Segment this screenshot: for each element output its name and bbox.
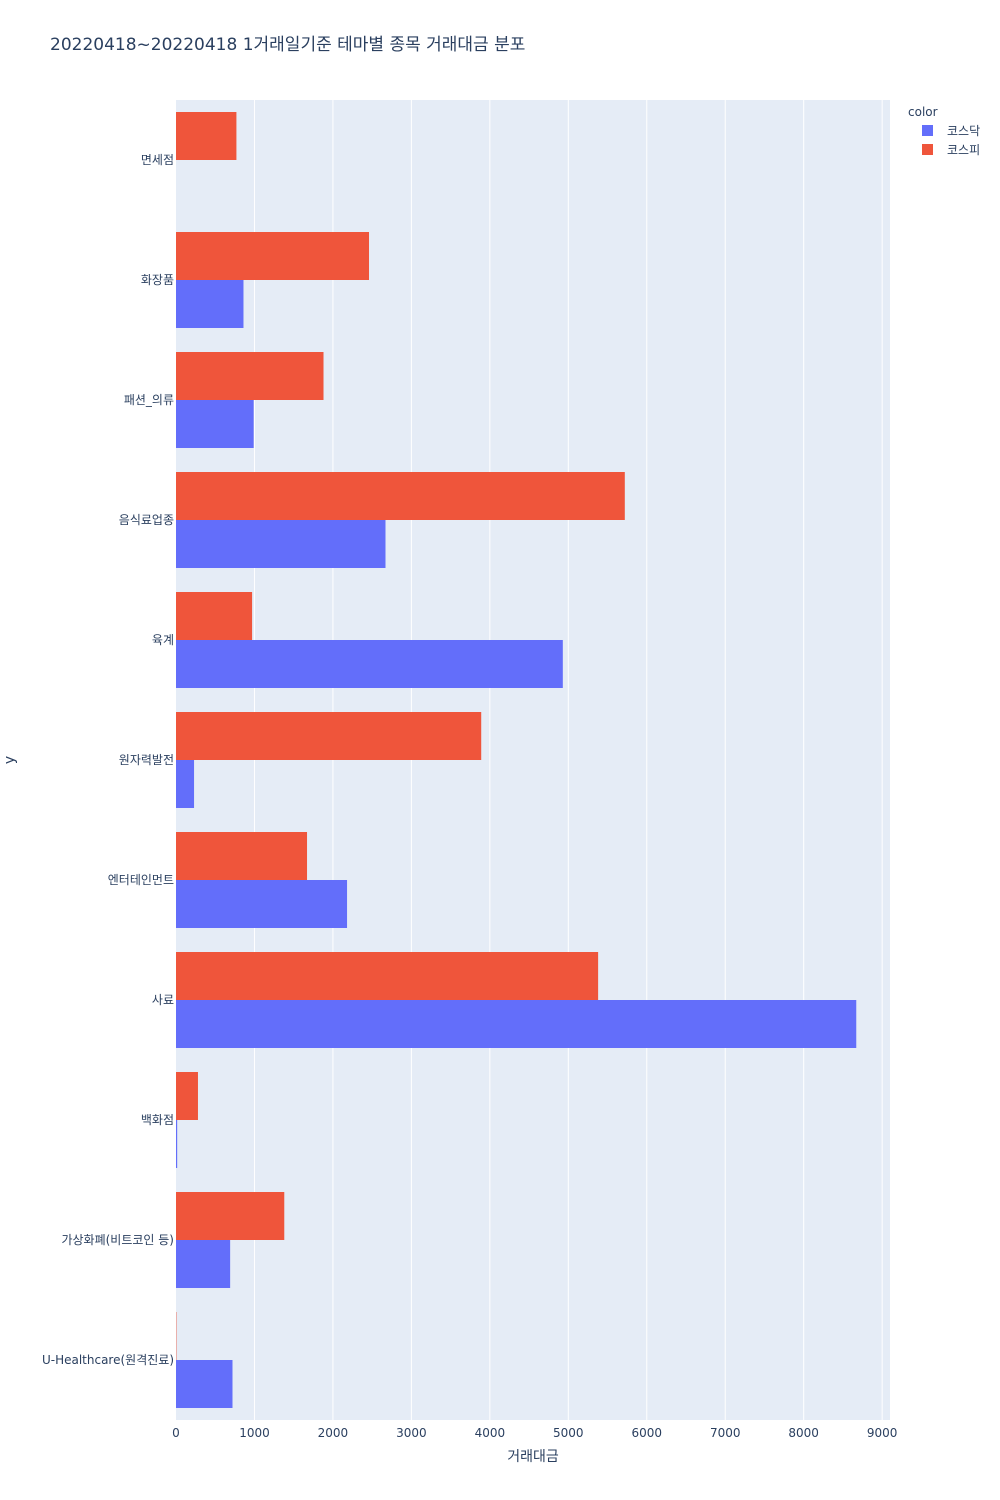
bar-1-6 <box>176 832 308 880</box>
y-tick-label-7: 사료 <box>152 993 174 1007</box>
x-axis-title: 거래대금 <box>507 1449 559 1465</box>
x-tick-label-4: 4000 <box>475 1426 506 1440</box>
bar-1-8 <box>176 1072 198 1120</box>
bar-0-8 <box>176 1120 178 1168</box>
y-tick-labels: 면세점화장품패션_의류음식료업종육계원자력발전엔터테인먼트사료백화점가상화폐(비… <box>42 153 174 1367</box>
y-tick-label-6: 엔터테인먼트 <box>108 873 174 887</box>
y-tick-label-0: 면세점 <box>141 153 174 167</box>
bar-0-10 <box>176 1360 233 1408</box>
bar-1-9 <box>176 1192 285 1240</box>
x-tick-labels: 0 1000 2000 3000 4000 5000 6000 7000 8000 9000 <box>172 1426 897 1440</box>
legend-label-1: 코스피 <box>947 143 980 157</box>
y-tick-label-10: U-Healthcare(원격진료) <box>42 1353 174 1367</box>
y-tick-label-5: 원자력발전 <box>119 753 174 767</box>
x-tick-label-0: 0 <box>172 1426 180 1440</box>
bar-1-4 <box>176 592 253 640</box>
legend-title: color <box>908 105 938 119</box>
legend-swatch-0 <box>922 125 933 136</box>
bar-1-5 <box>176 712 482 760</box>
bar-0-4 <box>176 640 563 688</box>
y-tick-label-8: 백화점 <box>141 1113 174 1127</box>
x-tick-label-7: 7000 <box>710 1426 741 1440</box>
y-axis-title: y <box>2 756 18 764</box>
bar-1-1 <box>176 232 370 280</box>
bar-0-1 <box>176 280 244 328</box>
bars <box>176 112 857 1408</box>
chart-title: 20220418~20220418 1거래일기준 테마별 종목 거래대금 분포 <box>50 35 525 55</box>
y-tick-label-1: 화장품 <box>141 273 174 287</box>
bar-1-3 <box>176 472 625 520</box>
bar-0-7 <box>176 1000 857 1048</box>
x-tick-label-3: 3000 <box>396 1426 427 1440</box>
x-tick-label-2: 2000 <box>318 1426 349 1440</box>
y-tick-label-9: 가상화폐(비트코인 등) <box>61 1233 174 1247</box>
bar-0-6 <box>176 880 348 928</box>
x-tick-label-6: 6000 <box>631 1426 662 1440</box>
y-tick-label-3: 음식료업종 <box>119 513 174 527</box>
bar-1-7 <box>176 952 599 1000</box>
x-tick-label-5: 5000 <box>553 1426 584 1440</box>
legend-label-0: 코스닥 <box>947 124 980 138</box>
x-tick-label-9: 9000 <box>867 1426 898 1440</box>
bar-0-3 <box>176 520 386 568</box>
y-tick-label-2: 패션_의류 <box>124 393 174 407</box>
x-tick-label-8: 8000 <box>788 1426 819 1440</box>
bar-1-2 <box>176 352 324 400</box>
bar-0-9 <box>176 1240 231 1288</box>
x-tick-label-1: 1000 <box>239 1426 270 1440</box>
y-tick-label-4: 육계 <box>152 633 174 647</box>
bar-0-2 <box>176 400 254 448</box>
bar-1-0 <box>176 112 237 160</box>
bar-0-5 <box>176 760 195 808</box>
legend-swatch-1 <box>922 144 933 155</box>
